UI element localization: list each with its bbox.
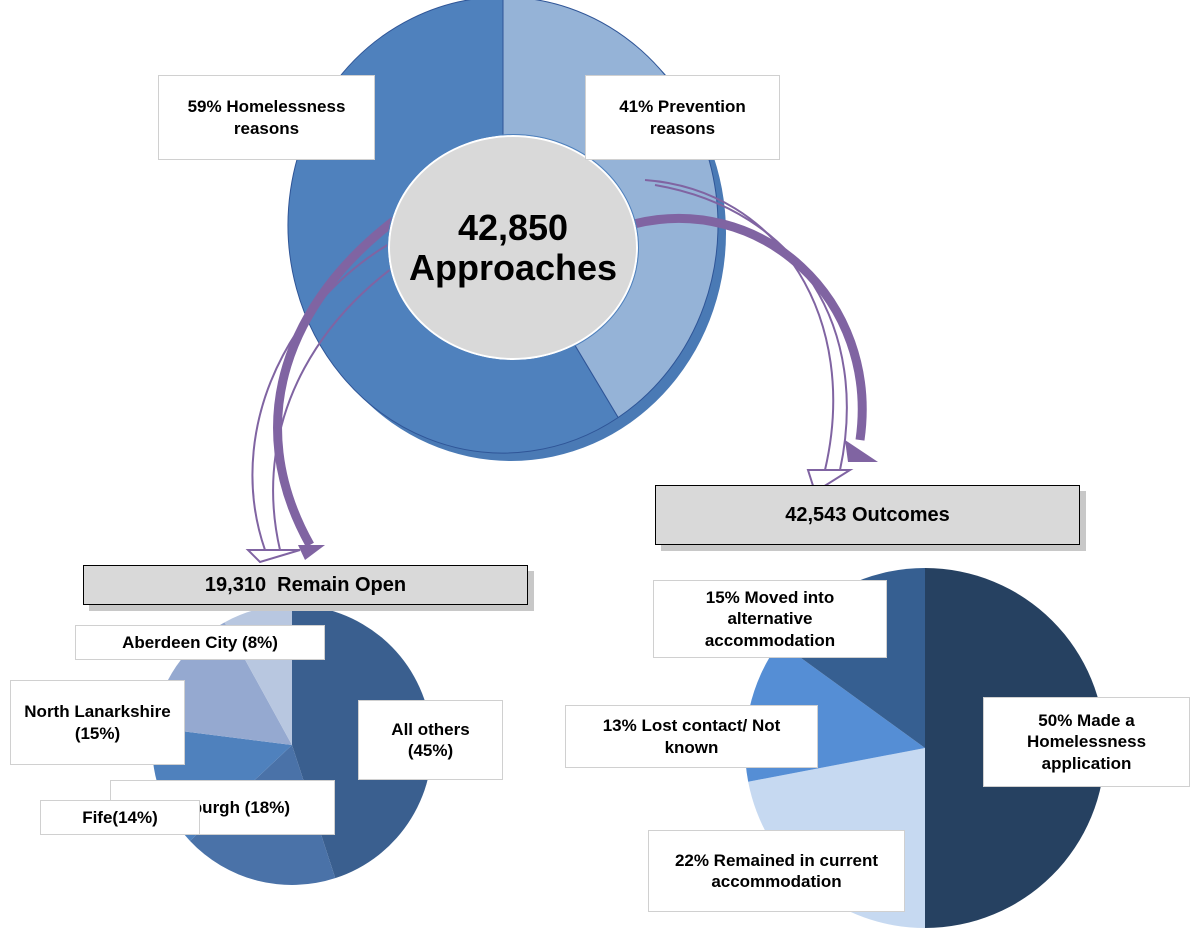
arrow [273,216,398,548]
arrow-head [298,545,325,560]
total-label: 42,850 Approaches [387,134,639,361]
data-label: 22% Remained in current accommodation [648,830,905,912]
chart-title: 19,310 Remain Open [83,565,528,605]
data-label: North Lanarkshire (15%) [10,680,185,765]
arrow [251,219,441,551]
data-label: 15% Moved into alternative accommodation [653,580,887,658]
arrow [654,184,848,471]
data-label: 13% Lost contact/ Not known [565,705,818,768]
data-label: Fife(14%) [40,800,200,835]
data-label: 41% Prevention reasons [585,75,780,160]
arrow [644,179,835,471]
data-label: 59% Homelessness reasons [158,75,375,160]
data-label: 50% Made a Homelessness application [983,697,1190,787]
data-label: Aberdeen City (8%) [75,625,325,660]
data-label: All others (45%) [358,700,503,780]
arrow-head [845,440,878,462]
chart-title: 42,543 Outcomes [655,485,1080,545]
arrow-head [245,549,301,564]
